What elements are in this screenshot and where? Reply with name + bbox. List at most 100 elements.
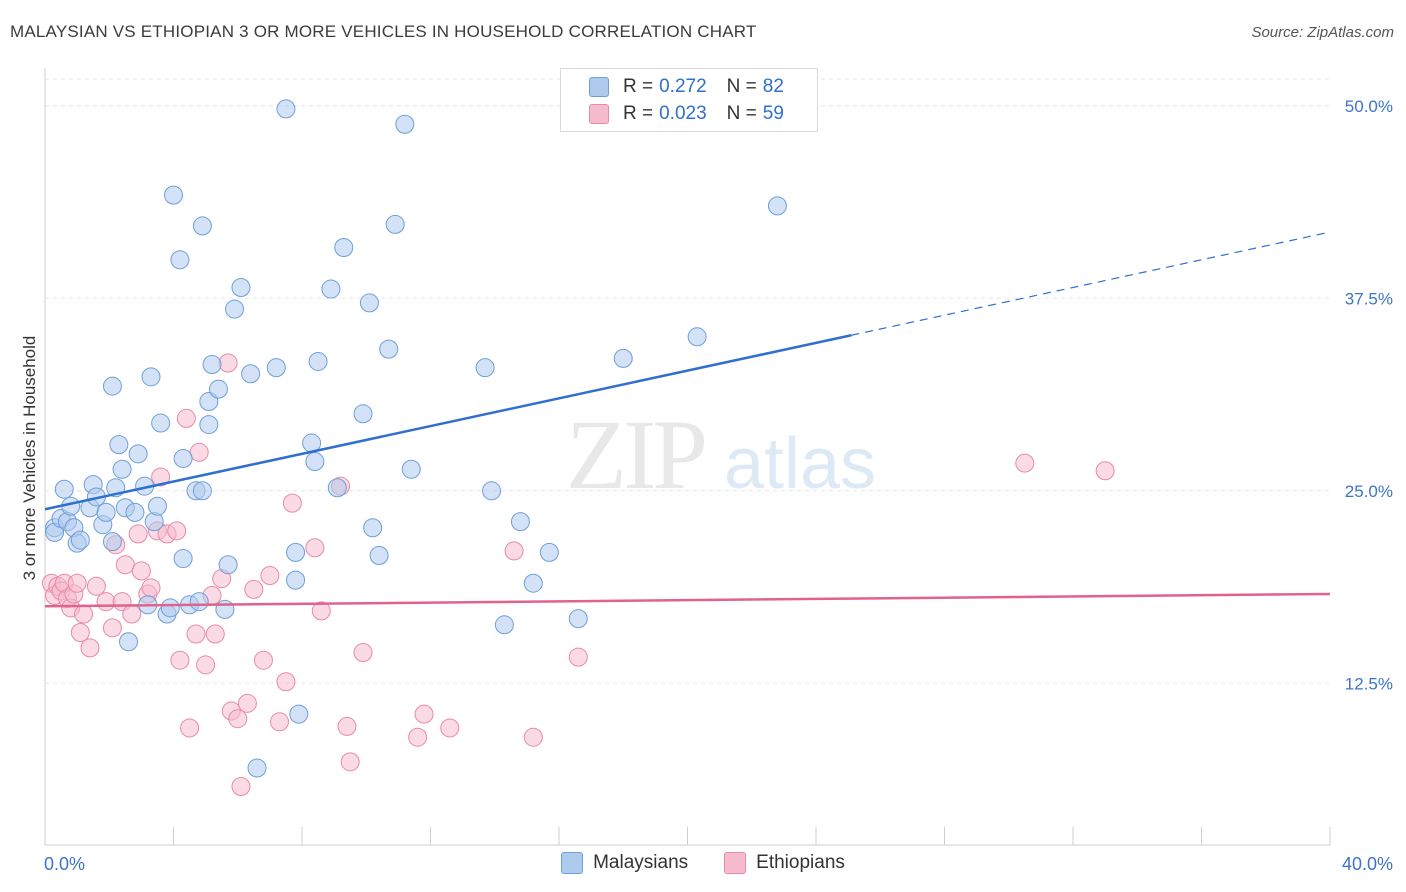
legend-item-malaysians: Malaysians: [561, 852, 688, 874]
ethiopian-point: [115, 555, 135, 575]
ethiopians-legend-label: Ethiopians: [756, 852, 845, 873]
malaysian-point: [321, 279, 341, 299]
ethiopians-r-value: 0.023: [659, 103, 707, 124]
malaysian-point: [144, 512, 164, 532]
ethiopian-point: [80, 638, 100, 658]
ethiopian-point: [568, 647, 588, 667]
malaysian-point: [109, 435, 129, 455]
ethiopian-point: [74, 604, 94, 624]
correlation-legend: R = 0.272 N = 82 R = 0.023 N = 59: [560, 68, 818, 132]
ethiopian-point: [151, 467, 171, 487]
malaysian-point: [247, 758, 267, 778]
malaysian-point: [164, 185, 183, 205]
malaysian-point: [353, 404, 373, 424]
watermark-atlas: atlas: [724, 424, 876, 504]
malaysian-point: [208, 379, 228, 399]
ethiopian-point: [311, 601, 331, 621]
tick-labels: 12.5% 25.0% 37.5% 50.0% 0.0% 40.0%: [44, 97, 1393, 874]
ethiopian-point: [408, 727, 428, 747]
ethiopian-point: [260, 566, 280, 585]
ethiopian-point: [186, 624, 206, 644]
watermark-zip: ZIP: [566, 399, 704, 510]
malaysian-point: [119, 632, 139, 652]
malaysian-point: [359, 293, 379, 313]
ethiopian-point: [67, 573, 87, 593]
series-legend: Malaysians Ethiopians: [0, 852, 1406, 874]
ethiopian-point: [414, 704, 434, 724]
malaysian-point: [327, 478, 347, 498]
ethiopian-point: [70, 622, 90, 642]
legend-row-malaysians: R = 0.272 N = 82: [589, 75, 784, 99]
malaysian-point: [96, 502, 116, 522]
malaysian-point: [160, 598, 180, 618]
malaysian-point: [241, 364, 261, 384]
malaysian-point: [510, 512, 530, 532]
malaysian-point: [173, 448, 193, 468]
malaysian-point: [151, 413, 171, 433]
ethiopians-swatch: [589, 104, 609, 124]
ethiopian-point: [176, 408, 196, 428]
ethiopian-point: [337, 716, 357, 736]
malaysians-swatch: [589, 77, 609, 97]
malaysian-point: [202, 355, 222, 375]
ethiopians-n-value: 59: [762, 103, 784, 124]
malaysian-point: [141, 367, 161, 387]
x-tick-label: 0.0%: [44, 854, 85, 874]
malaysian-point: [173, 549, 193, 569]
malaysian-point: [286, 570, 306, 590]
ethiopian-point: [205, 624, 225, 644]
ethiopian-point: [228, 709, 248, 729]
r-label: R =: [623, 103, 654, 124]
ethiopian-point: [253, 650, 273, 670]
ethiopian-point: [504, 541, 524, 561]
malaysian-point: [308, 351, 328, 371]
gridlines: [45, 78, 1330, 684]
ethiopian-point: [276, 672, 296, 692]
r-label: R =: [623, 76, 654, 97]
ethiopian-point: [340, 752, 360, 772]
malaysian-point: [199, 415, 219, 435]
malaysian-point: [215, 599, 235, 619]
malaysian-point: [395, 114, 415, 134]
malaysians-legend-label: Malaysians: [593, 852, 689, 873]
ethiopian-point: [167, 521, 187, 541]
malaysian-point: [286, 542, 306, 562]
chart-title: MALAYSIAN VS ETHIOPIAN 3 OR MORE VEHICLE…: [10, 22, 757, 41]
ethiopian-point: [141, 578, 161, 598]
malaysian-point: [523, 573, 543, 593]
y-tick-label: 12.5%: [1345, 674, 1393, 693]
malaysian-point: [170, 250, 190, 270]
malaysian-point: [613, 348, 633, 368]
malaysian-point: [363, 518, 383, 538]
malaysians-r-value: 0.272: [659, 76, 707, 97]
malaysian-point: [379, 339, 399, 359]
ethiopian-point: [86, 576, 106, 596]
ethiopian-point: [180, 718, 200, 738]
malaysians-legend-swatch: [561, 852, 584, 874]
axes: [44, 68, 1331, 846]
malaysian-point: [147, 496, 167, 516]
ethiopian-point: [218, 353, 238, 373]
n-label: N =: [726, 76, 757, 97]
malaysian-point: [305, 452, 325, 472]
legend-item-ethiopians: Ethiopians: [724, 852, 845, 874]
malaysians-points: [45, 99, 787, 778]
malaysian-point: [70, 530, 90, 550]
ethiopian-point: [102, 618, 122, 638]
watermark: ZIP atlas: [566, 399, 876, 510]
malaysian-point: [266, 358, 286, 378]
ethiopian-point: [196, 655, 216, 675]
malaysian-point: [192, 481, 212, 501]
malaysian-point: [568, 609, 588, 629]
malaysian-point: [225, 299, 245, 319]
malaysian-point: [482, 481, 502, 501]
ethiopian-point: [305, 538, 325, 558]
malaysian-point: [334, 237, 354, 257]
trendlines: [44, 231, 1331, 608]
n-label: N =: [726, 103, 757, 124]
y-axis-label: 3 or more Vehicles in Household: [20, 335, 39, 581]
malaysian-point: [687, 327, 707, 347]
ethiopian-point: [282, 493, 302, 513]
ethiopian-point: [353, 643, 373, 662]
